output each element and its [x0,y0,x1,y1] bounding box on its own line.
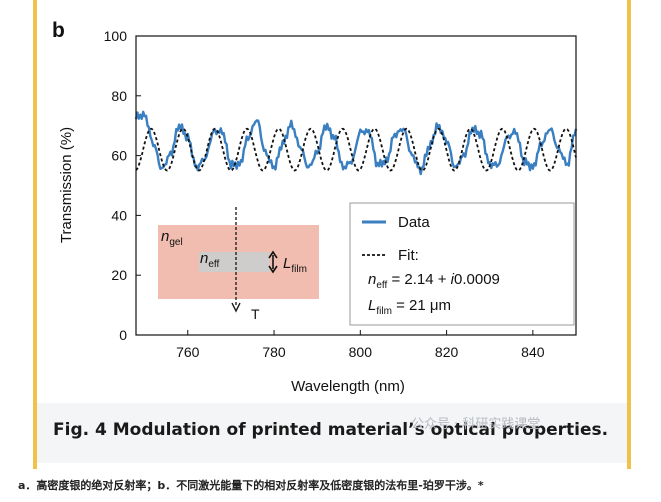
x-axis-label: Wavelength (nm) [291,378,405,395]
inset-film-strip [199,252,270,272]
inset-neff-label: neff [200,250,220,270]
x-tick-label: 780 [262,344,286,360]
y-tick-label: 40 [111,207,127,223]
plot-frame [135,35,577,336]
data-series-line [134,110,578,176]
legend-lfilm-equation: Lfilm = 21 μm [368,297,451,317]
inset-thickness-arrowhead-top [268,250,278,259]
inset-transmit-label: T [251,306,260,322]
x-tick-label: 820 [435,344,459,360]
watermark-text: 公众号 · 科研实践课堂 [411,417,541,432]
y-tick-label: 20 [111,267,127,283]
y-axis-label: Transmission (%) [58,127,75,243]
fit-series-line [135,127,577,172]
legend-box [349,202,575,326]
y-tick-label: 100 [104,28,128,44]
caption-band [37,403,627,463]
y-tick-label: 0 [119,327,127,343]
x-axis-ticks: 760 780 800 820 840 [176,330,545,360]
x-tick-label: 800 [349,344,373,360]
inset-thickness-arrowhead-bottom [268,265,278,274]
legend-fit-label: Fit: [398,247,419,264]
plot-lines [134,110,578,176]
legend-data-label: Data [398,214,430,231]
inset-lfilm-label: Lfilm [283,255,307,275]
x-tick-label: 760 [176,344,200,360]
panel-label: b [52,19,65,42]
legend-neff-equation: neff = 2.14 + i0.0009 [368,271,500,291]
y-axis-ticks: 0 20 40 60 80 100 [104,28,141,343]
x-tick-label: 840 [521,344,545,360]
right-accent-bar [627,0,631,469]
bottom-caption: a．高密度银的绝对反射率；b．不同激光能量下的相对反射率及低密度银的法布里-珀罗… [18,479,484,492]
figure-caption: Fig. 4 Modulation of printed material’s … [53,420,609,440]
inset-schematic: T ngel neff Lfilm [158,207,319,322]
left-accent-bar [33,0,37,469]
y-tick-label: 60 [111,148,127,164]
legend: Data Fit: neff = 2.14 + i0.0009 Lfilm = … [349,202,575,326]
y-tick-label: 80 [111,88,127,104]
inset-transmission-arrowhead [231,302,241,313]
inset-ngel-label: ngel [161,228,183,248]
